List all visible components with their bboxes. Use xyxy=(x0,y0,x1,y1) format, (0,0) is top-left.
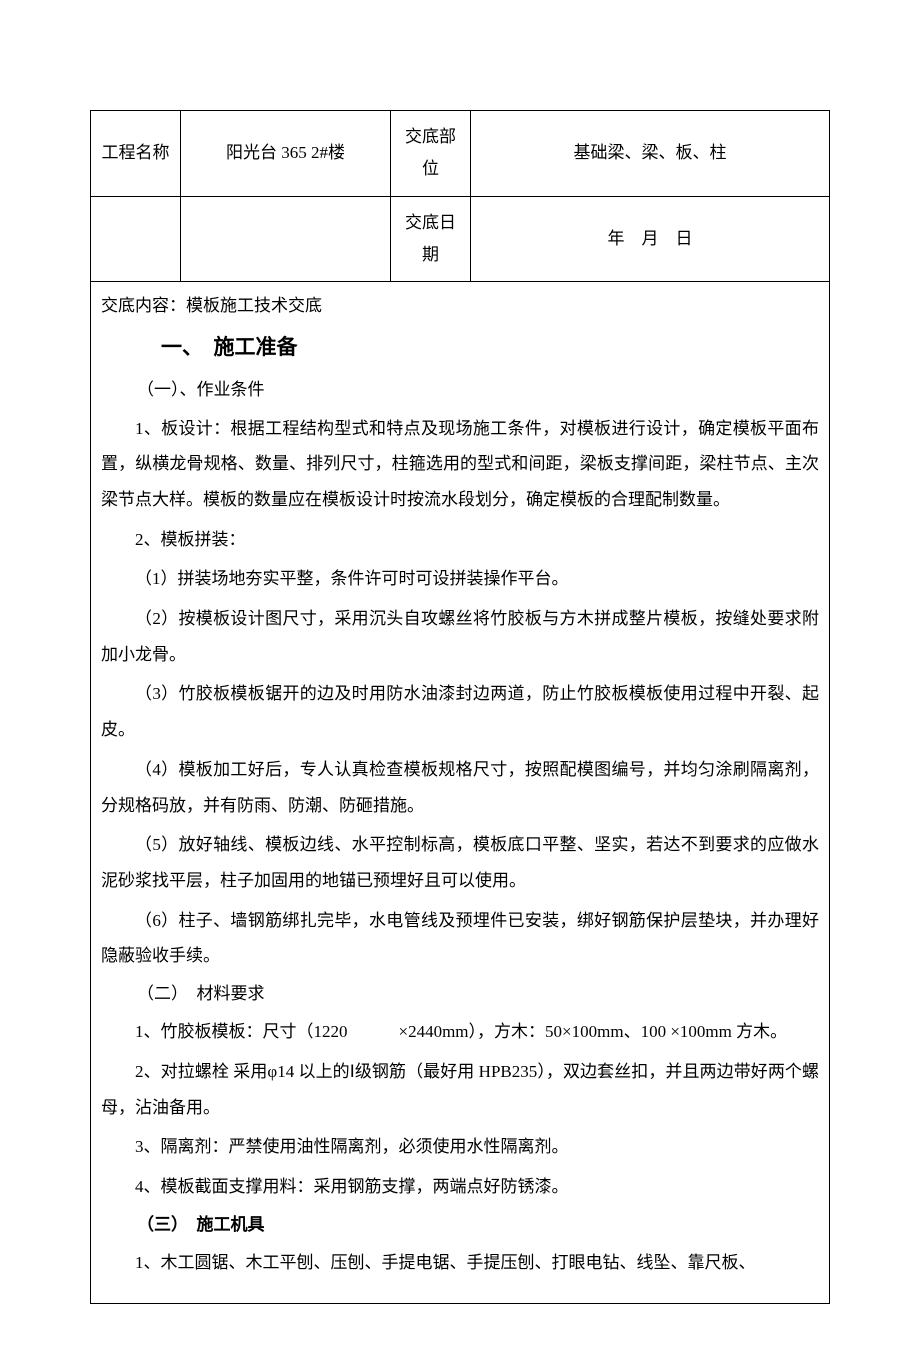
table-row: 交底日期 年 月 日 xyxy=(91,196,830,282)
paragraph-7: 1、木工圆锯、木工平刨、压刨、手提电锯、手提压刨、打眼电钻、线坠、靠尺板、 xyxy=(101,1245,819,1281)
paragraph-2-1: （1）拼装场地夯实平整，条件许可时可设拼装操作平台。 xyxy=(101,561,819,597)
paragraph-2: 2、模板拼装： xyxy=(101,522,819,558)
delivery-date-value: 年 月 日 xyxy=(471,196,830,282)
content-container: 交底内容：模板施工技术交底 一、 施工准备 （一）、作业条件 1、板设计：根据工… xyxy=(90,282,830,1304)
project-name-value: 阳光台 365 2#楼 xyxy=(181,111,391,197)
sub-heading-1-3: （三） 施工机具 xyxy=(137,1209,819,1241)
header-table: 工程名称 阳光台 365 2#楼 交底部位 基础梁、梁、板、柱 交底日期 年 月… xyxy=(90,110,830,282)
paragraph-3: 1、竹胶板模板：尺寸（1220 ×2440mm），方木：50×100mm、100… xyxy=(101,1014,819,1050)
sub-heading-1-1: （一）、作业条件 xyxy=(137,374,819,406)
paragraph-2-2: （2）按模板设计图尺寸，采用沉头自攻螺丝将竹胶板与方木拼成整片模板，按缝处要求附… xyxy=(101,601,819,672)
project-name-label: 工程名称 xyxy=(91,111,181,197)
empty-cell xyxy=(181,196,391,282)
paragraph-4: 2、对拉螺栓 采用φ14 以上的Ⅰ级钢筋（最好用 HPB235），双边套丝扣，并… xyxy=(101,1054,819,1125)
delivery-part-label: 交底部位 xyxy=(391,111,471,197)
paragraph-2-4: （4）模板加工好后，专人认真检查模板规格尺寸，按照配模图编号，并均匀涂刷隔离剂，… xyxy=(101,752,819,823)
paragraph-1: 1、板设计：根据工程结构型式和特点及现场施工条件，对模板进行设计，确定模板平面布… xyxy=(101,411,819,518)
delivery-date-label: 交底日期 xyxy=(391,196,471,282)
paragraph-2-5: （5）放好轴线、模板边线、水平控制标高，模板底口平整、坚实，若达不到要求的应做水… xyxy=(101,827,819,898)
paragraph-5: 3、隔离剂：严禁使用油性隔离剂，必须使用水性隔离剂。 xyxy=(101,1129,819,1165)
paragraph-6: 4、模板截面支撑用料：采用钢筋支撑，两端点好防锈漆。 xyxy=(101,1169,819,1205)
content-intro: 交底内容：模板施工技术交底 xyxy=(101,290,819,322)
section-heading-1: 一、 施工准备 xyxy=(161,328,819,368)
delivery-part-value: 基础梁、梁、板、柱 xyxy=(471,111,830,197)
paragraph-2-3: （3）竹胶板模板锯开的边及时用防水油漆封边两道，防止竹胶板模板使用过程中开裂、起… xyxy=(101,676,819,747)
table-row: 工程名称 阳光台 365 2#楼 交底部位 基础梁、梁、板、柱 xyxy=(91,111,830,197)
paragraph-2-6: （6）柱子、墙钢筋绑扎完毕，水电管线及预埋件已安装，绑好钢筋保护层垫块，并办理好… xyxy=(101,903,819,974)
sub-heading-1-2: （二） 材料要求 xyxy=(137,978,819,1010)
empty-cell xyxy=(91,196,181,282)
